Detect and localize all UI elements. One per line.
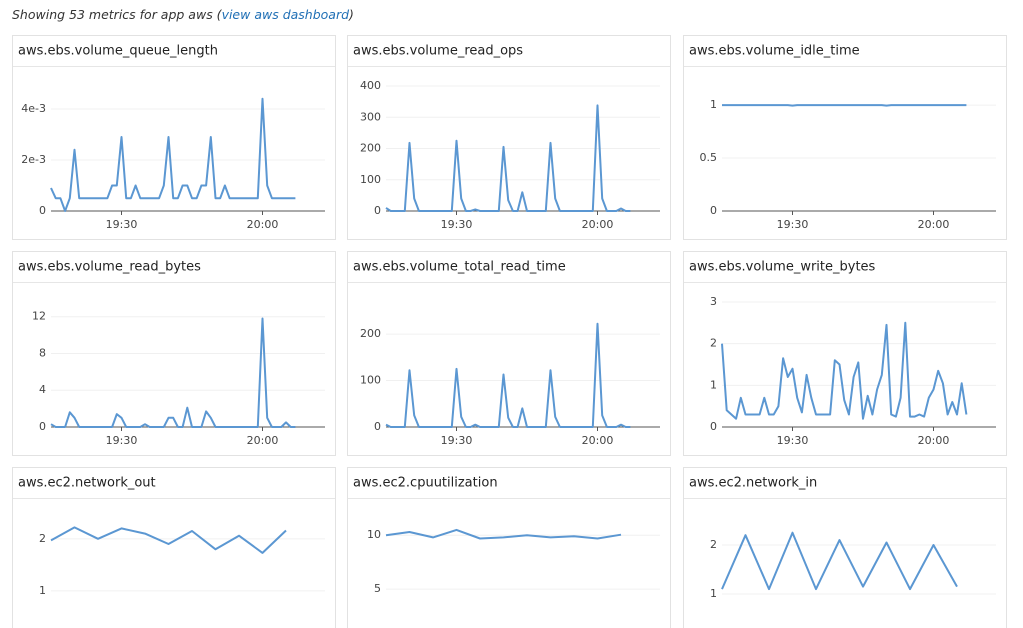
panel-title: aws.ec2.cpuutilization — [353, 476, 498, 491]
chart: aws.ebs.volume_write_bytes 0 1 2 3 19:30 20:00 — [684, 260, 1006, 447]
y-tick-label: 400 — [360, 79, 381, 92]
data-line — [50, 97, 296, 212]
data-line — [50, 317, 296, 428]
y-tick-label: 0 — [374, 420, 381, 433]
y-tick-label: 0 — [710, 420, 717, 433]
x-tick-label: 19:30 — [777, 434, 809, 447]
y-tick-label: 0 — [39, 420, 46, 433]
x-tick-label: 20:00 — [247, 434, 279, 447]
panel-title: aws.ec2.network_out — [18, 476, 156, 491]
metric-panel: aws.ebs.volume_queue_length 0 2e-3 4e-3 19:3… — [12, 35, 336, 240]
data-line — [50, 526, 287, 554]
y-tick-label: 100 — [360, 374, 381, 387]
data-line — [385, 322, 631, 428]
data-line — [722, 104, 967, 107]
y-tick-label: 2 — [710, 337, 717, 350]
y-tick-label: 200 — [360, 327, 381, 340]
dashboard-link[interactable]: view aws dashboard — [221, 7, 350, 22]
y-tick-label: 1 — [710, 98, 717, 111]
data-line — [385, 104, 631, 212]
metric-panel: aws.ebs.volume_total_read_time 0 100 200 19:… — [347, 251, 671, 456]
y-tick-label: 1 — [710, 378, 717, 391]
metric-panel: aws.ec2.network_out 1 2 — [12, 467, 336, 628]
y-tick-label: 12 — [32, 310, 46, 323]
x-tick-label: 20:00 — [247, 218, 279, 231]
y-tick-label: 4e-3 — [21, 102, 46, 115]
chart: aws.ebs.volume_read_bytes 0 4 8 12 19:30 20:00 — [13, 260, 335, 447]
y-tick-label: 0 — [374, 204, 381, 217]
chart: aws.ebs.volume_queue_length 0 2e-3 4e-3 19:3… — [13, 44, 335, 231]
y-tick-label: 2 — [39, 532, 46, 545]
chart: aws.ebs.volume_idle_time 0 0.5 1 19:30 20:00 — [684, 44, 1006, 231]
y-tick-label: 200 — [360, 142, 381, 155]
chart: aws.ebs.volume_total_read_time 0 100 200 19:… — [348, 260, 670, 447]
chart: aws.ebs.volume_read_ops 0 100 200 300 400 19:3… — [348, 44, 670, 231]
panel-title: aws.ec2.network_in — [689, 476, 817, 491]
panel-title: aws.ebs.volume_total_read_time — [353, 260, 566, 275]
y-tick-label: 1 — [710, 587, 717, 600]
header: Showing 53 metrics for app aws (view aws… — [12, 7, 354, 22]
y-tick-label: 0 — [39, 204, 46, 217]
header-suffix: ) — [349, 7, 354, 22]
chart: aws.ec2.network_out 1 2 — [13, 476, 335, 597]
panel-title: aws.ebs.volume_idle_time — [689, 44, 860, 59]
x-tick-label: 20:00 — [918, 434, 950, 447]
x-tick-label: 19:30 — [106, 218, 138, 231]
x-tick-label: 19:30 — [441, 434, 473, 447]
data-line — [385, 528, 622, 540]
y-tick-label: 0.5 — [700, 151, 718, 164]
x-tick-label: 19:30 — [777, 218, 809, 231]
panel-title: aws.ebs.volume_write_bytes — [689, 260, 876, 275]
metric-panel: aws.ebs.volume_write_bytes 0 1 2 3 19:30 20:00 — [683, 251, 1007, 456]
metric-panel: aws.ebs.volume_read_ops 0 100 200 300 400 19:3… — [347, 35, 671, 240]
x-tick-label: 20:00 — [918, 218, 950, 231]
y-tick-label: 2 — [710, 538, 717, 551]
x-tick-label: 19:30 — [441, 218, 473, 231]
y-tick-label: 3 — [710, 295, 717, 308]
header-text: Showing 53 metrics for app aws ( — [12, 7, 222, 22]
chart: aws.ec2.network_in 1 2 — [684, 476, 1006, 600]
x-tick-label: 19:30 — [106, 434, 138, 447]
data-line — [721, 321, 968, 420]
metric-panel: aws.ebs.volume_idle_time 0 0.5 1 19:30 20:00 — [683, 35, 1007, 240]
panel-title: aws.ebs.volume_read_ops — [353, 44, 523, 59]
y-tick-label: 4 — [39, 383, 46, 396]
y-tick-label: 8 — [39, 346, 46, 359]
y-tick-label: 100 — [360, 173, 381, 186]
data-line — [721, 531, 958, 591]
x-tick-label: 20:00 — [582, 218, 614, 231]
chart: aws.ec2.cpuutilization 5 10 — [348, 476, 670, 595]
y-tick-label: 10 — [367, 528, 381, 541]
y-tick-label: 300 — [360, 110, 381, 123]
y-tick-label: 0 — [710, 204, 717, 217]
metric-panel: aws.ec2.cpuutilization 5 10 — [347, 467, 671, 628]
metric-panel: aws.ebs.volume_read_bytes 0 4 8 12 19:30 20:00 — [12, 251, 336, 456]
y-tick-label: 2e-3 — [21, 153, 46, 166]
y-tick-label: 1 — [39, 584, 46, 597]
panel-title: aws.ebs.volume_queue_length — [18, 44, 218, 59]
x-tick-label: 20:00 — [582, 434, 614, 447]
panel-title: aws.ebs.volume_read_bytes — [18, 260, 201, 275]
metric-panel: aws.ec2.network_in 1 2 — [683, 467, 1007, 628]
y-tick-label: 5 — [374, 582, 381, 595]
